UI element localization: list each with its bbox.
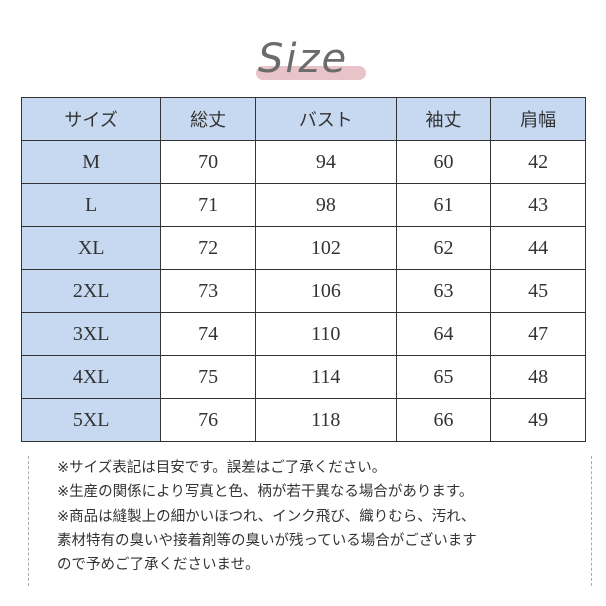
size-cell: L — [20, 183, 162, 227]
measurement-cell: 63 — [395, 269, 492, 313]
measurement-cell: 102 — [254, 226, 397, 270]
title-block: Size — [0, 36, 606, 86]
measurement-cell: 75 — [160, 355, 256, 399]
column-header: 総丈 — [160, 97, 256, 141]
measurement-cell: 71 — [160, 183, 256, 227]
size-cell: 4XL — [20, 355, 162, 399]
measurement-cell: 44 — [490, 226, 586, 270]
table-row: 2XL 73 106 63 45 — [20, 269, 586, 313]
table-row: 3XL 74 110 64 47 — [20, 312, 586, 356]
measurement-cell: 43 — [490, 183, 586, 227]
note-line: 素材特有の臭いや接着剤等の臭いが残っている場合がございます — [57, 532, 477, 549]
measurement-cell: 49 — [490, 398, 586, 442]
measurement-cell: 42 — [490, 140, 586, 184]
note-line: ※生産の関係により写真と色、柄が若干異なる場合があります。 — [57, 484, 474, 501]
measurement-cell: 45 — [490, 269, 586, 313]
note-line: ※商品は縫製上の細かいほつれ、インク飛び、織りむら、汚れ、 — [57, 508, 476, 525]
size-cell: XL — [20, 226, 162, 270]
measurement-cell: 60 — [395, 140, 492, 184]
note-line: ので予めご了承くださいませ。 — [57, 557, 260, 574]
measurement-cell: 76 — [160, 398, 256, 442]
measurement-cell: 118 — [254, 398, 397, 442]
measurement-cell: 98 — [254, 183, 397, 227]
note-line: ※サイズ表記は目安です。誤差はご了承ください。 — [57, 460, 387, 476]
measurement-cell: 72 — [160, 226, 256, 270]
measurement-cell: 94 — [254, 140, 397, 184]
measurement-cell: 62 — [395, 226, 492, 270]
measurement-cell: 110 — [254, 312, 397, 356]
table-row: 4XL 75 114 65 48 — [20, 355, 586, 399]
column-header: 袖丈 — [395, 97, 492, 141]
column-header: バスト — [254, 97, 397, 141]
measurement-cell: 64 — [395, 312, 492, 356]
measurement-cell: 70 — [160, 140, 256, 184]
notes-box: ※サイズ表記は目安です。誤差はご了承ください。 ※生産の関係により写真と色、柄が若… — [28, 456, 592, 586]
table-row: L 71 98 61 43 — [20, 183, 586, 227]
size-cell: 3XL — [20, 312, 162, 356]
size-cell: 2XL — [20, 269, 162, 313]
table-row: 5XL 76 118 66 49 — [20, 398, 586, 442]
measurement-cell: 47 — [490, 312, 586, 356]
column-header: 肩幅 — [490, 97, 586, 141]
measurement-cell: 114 — [254, 355, 397, 399]
size-cell: 5XL — [20, 398, 162, 442]
table-header-row: サイズ 総丈 バスト 袖丈 肩幅 — [20, 97, 586, 141]
size-table: サイズ 総丈 バスト 袖丈 肩幅 M 70 94 60 42 L 71 98 61 43 XL 72 102 62… — [20, 97, 586, 442]
measurement-cell: 66 — [395, 398, 492, 442]
column-header: サイズ — [20, 97, 162, 141]
measurement-cell: 73 — [160, 269, 256, 313]
measurement-cell: 74 — [160, 312, 256, 356]
page-title: Size — [257, 36, 349, 82]
measurement-cell: 61 — [395, 183, 492, 227]
measurement-cell: 65 — [395, 355, 492, 399]
measurement-cell: 106 — [254, 269, 397, 313]
size-cell: M — [20, 140, 162, 184]
measurement-cell: 48 — [490, 355, 586, 399]
title-underline — [256, 66, 366, 80]
table-row: M 70 94 60 42 — [20, 140, 586, 184]
table-row: XL 72 102 62 44 — [20, 226, 586, 270]
